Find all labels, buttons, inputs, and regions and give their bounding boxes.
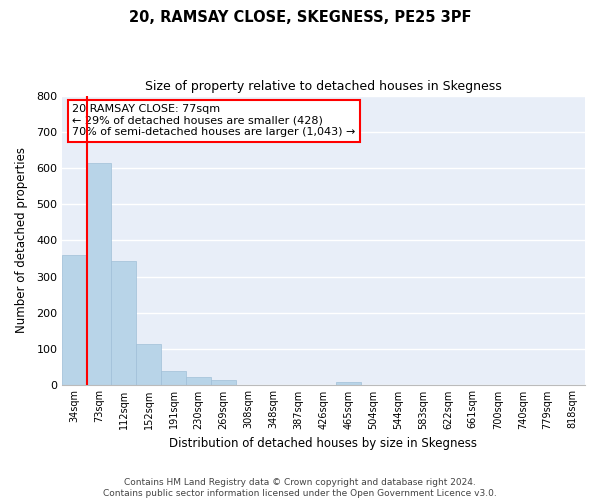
Bar [211, 380, 236, 385]
Bar [161, 371, 186, 385]
X-axis label: Distribution of detached houses by size in Skegness: Distribution of detached houses by size … [169, 437, 478, 450]
Bar [112, 262, 136, 385]
Bar [186, 377, 211, 385]
Bar [336, 382, 361, 385]
Y-axis label: Number of detached properties: Number of detached properties [15, 148, 28, 334]
Bar [136, 344, 161, 385]
Text: 20, RAMSAY CLOSE, SKEGNESS, PE25 3PF: 20, RAMSAY CLOSE, SKEGNESS, PE25 3PF [129, 10, 471, 25]
Bar [62, 255, 86, 385]
Text: 20 RAMSAY CLOSE: 77sqm
← 29% of detached houses are smaller (428)
70% of semi-de: 20 RAMSAY CLOSE: 77sqm ← 29% of detached… [72, 104, 355, 138]
Text: Contains HM Land Registry data © Crown copyright and database right 2024.
Contai: Contains HM Land Registry data © Crown c… [103, 478, 497, 498]
Title: Size of property relative to detached houses in Skegness: Size of property relative to detached ho… [145, 80, 502, 93]
Bar [86, 163, 112, 385]
